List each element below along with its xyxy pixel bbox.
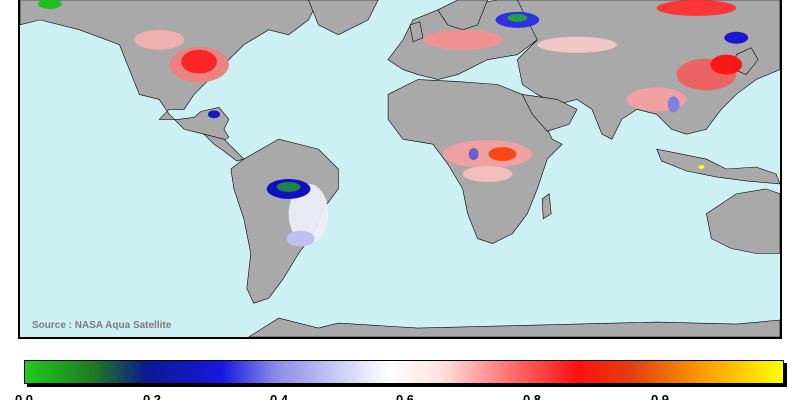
overlay-central-asia-pink bbox=[537, 36, 617, 53]
overlay-africa-lower bbox=[462, 166, 513, 182]
landmass-antarctica bbox=[248, 317, 780, 337]
overlay-india-blue bbox=[667, 96, 680, 113]
colorbar-tick-labels: 0.0 0.2 0.4 0.6 0.8 0.9 bbox=[0, 392, 800, 400]
data-overlay-low bbox=[37, 0, 749, 247]
landmass-greenland bbox=[308, 0, 379, 36]
overlay-alaska-green bbox=[37, 0, 62, 9]
tick-label-5: 0.9 bbox=[650, 392, 670, 400]
landmass-south-america bbox=[230, 138, 339, 304]
landmass-asia bbox=[517, 0, 780, 140]
overlay-europe-green bbox=[507, 13, 528, 22]
landmass-british-isles bbox=[409, 21, 424, 43]
tick-label-2: 0.4 bbox=[269, 392, 289, 400]
overlay-amazon-green bbox=[276, 181, 301, 192]
overlay-java-yellow bbox=[698, 165, 705, 169]
colorbar bbox=[24, 360, 784, 384]
overlay-siberia-red bbox=[656, 0, 737, 16]
landmass-arabian-peninsula bbox=[521, 94, 578, 132]
world-map-canvas bbox=[20, 0, 780, 337]
overlay-canada-pink bbox=[134, 29, 185, 50]
world-map: Source : NASA Aqua Satellite bbox=[18, 0, 782, 339]
source-label: Source : NASA Aqua Satellite bbox=[32, 320, 172, 331]
tick-label-3: 0.6 bbox=[395, 392, 415, 400]
overlay-gulf-guinea-blue bbox=[468, 148, 479, 161]
overlay-china-core bbox=[710, 54, 743, 75]
landmass-central-america bbox=[203, 133, 245, 162]
overlay-europe-red bbox=[422, 29, 503, 50]
overlay-africa-core bbox=[488, 147, 517, 162]
tick-label-4: 0.8 bbox=[522, 392, 542, 400]
overlay-brazil-lightblue bbox=[286, 230, 315, 247]
colorbar-container bbox=[24, 360, 787, 388]
landmass-southeast-asia-islands bbox=[656, 148, 780, 185]
landmass-scandinavia bbox=[437, 0, 488, 31]
landmass-north-america bbox=[20, 0, 319, 145]
overlay-manchuria-blue bbox=[724, 31, 749, 44]
overlay-mexico-blue bbox=[208, 110, 220, 119]
overlay-africa-pink bbox=[442, 140, 533, 169]
data-overlay-high bbox=[134, 0, 743, 244]
landmass-australia bbox=[706, 188, 780, 254]
tick-label-0: 0.0 bbox=[14, 392, 34, 400]
overlay-south-america-white bbox=[288, 183, 329, 244]
overlay-us-core bbox=[181, 49, 217, 74]
landmass-madagascar bbox=[541, 193, 552, 220]
tick-label-1: 0.2 bbox=[142, 392, 162, 400]
